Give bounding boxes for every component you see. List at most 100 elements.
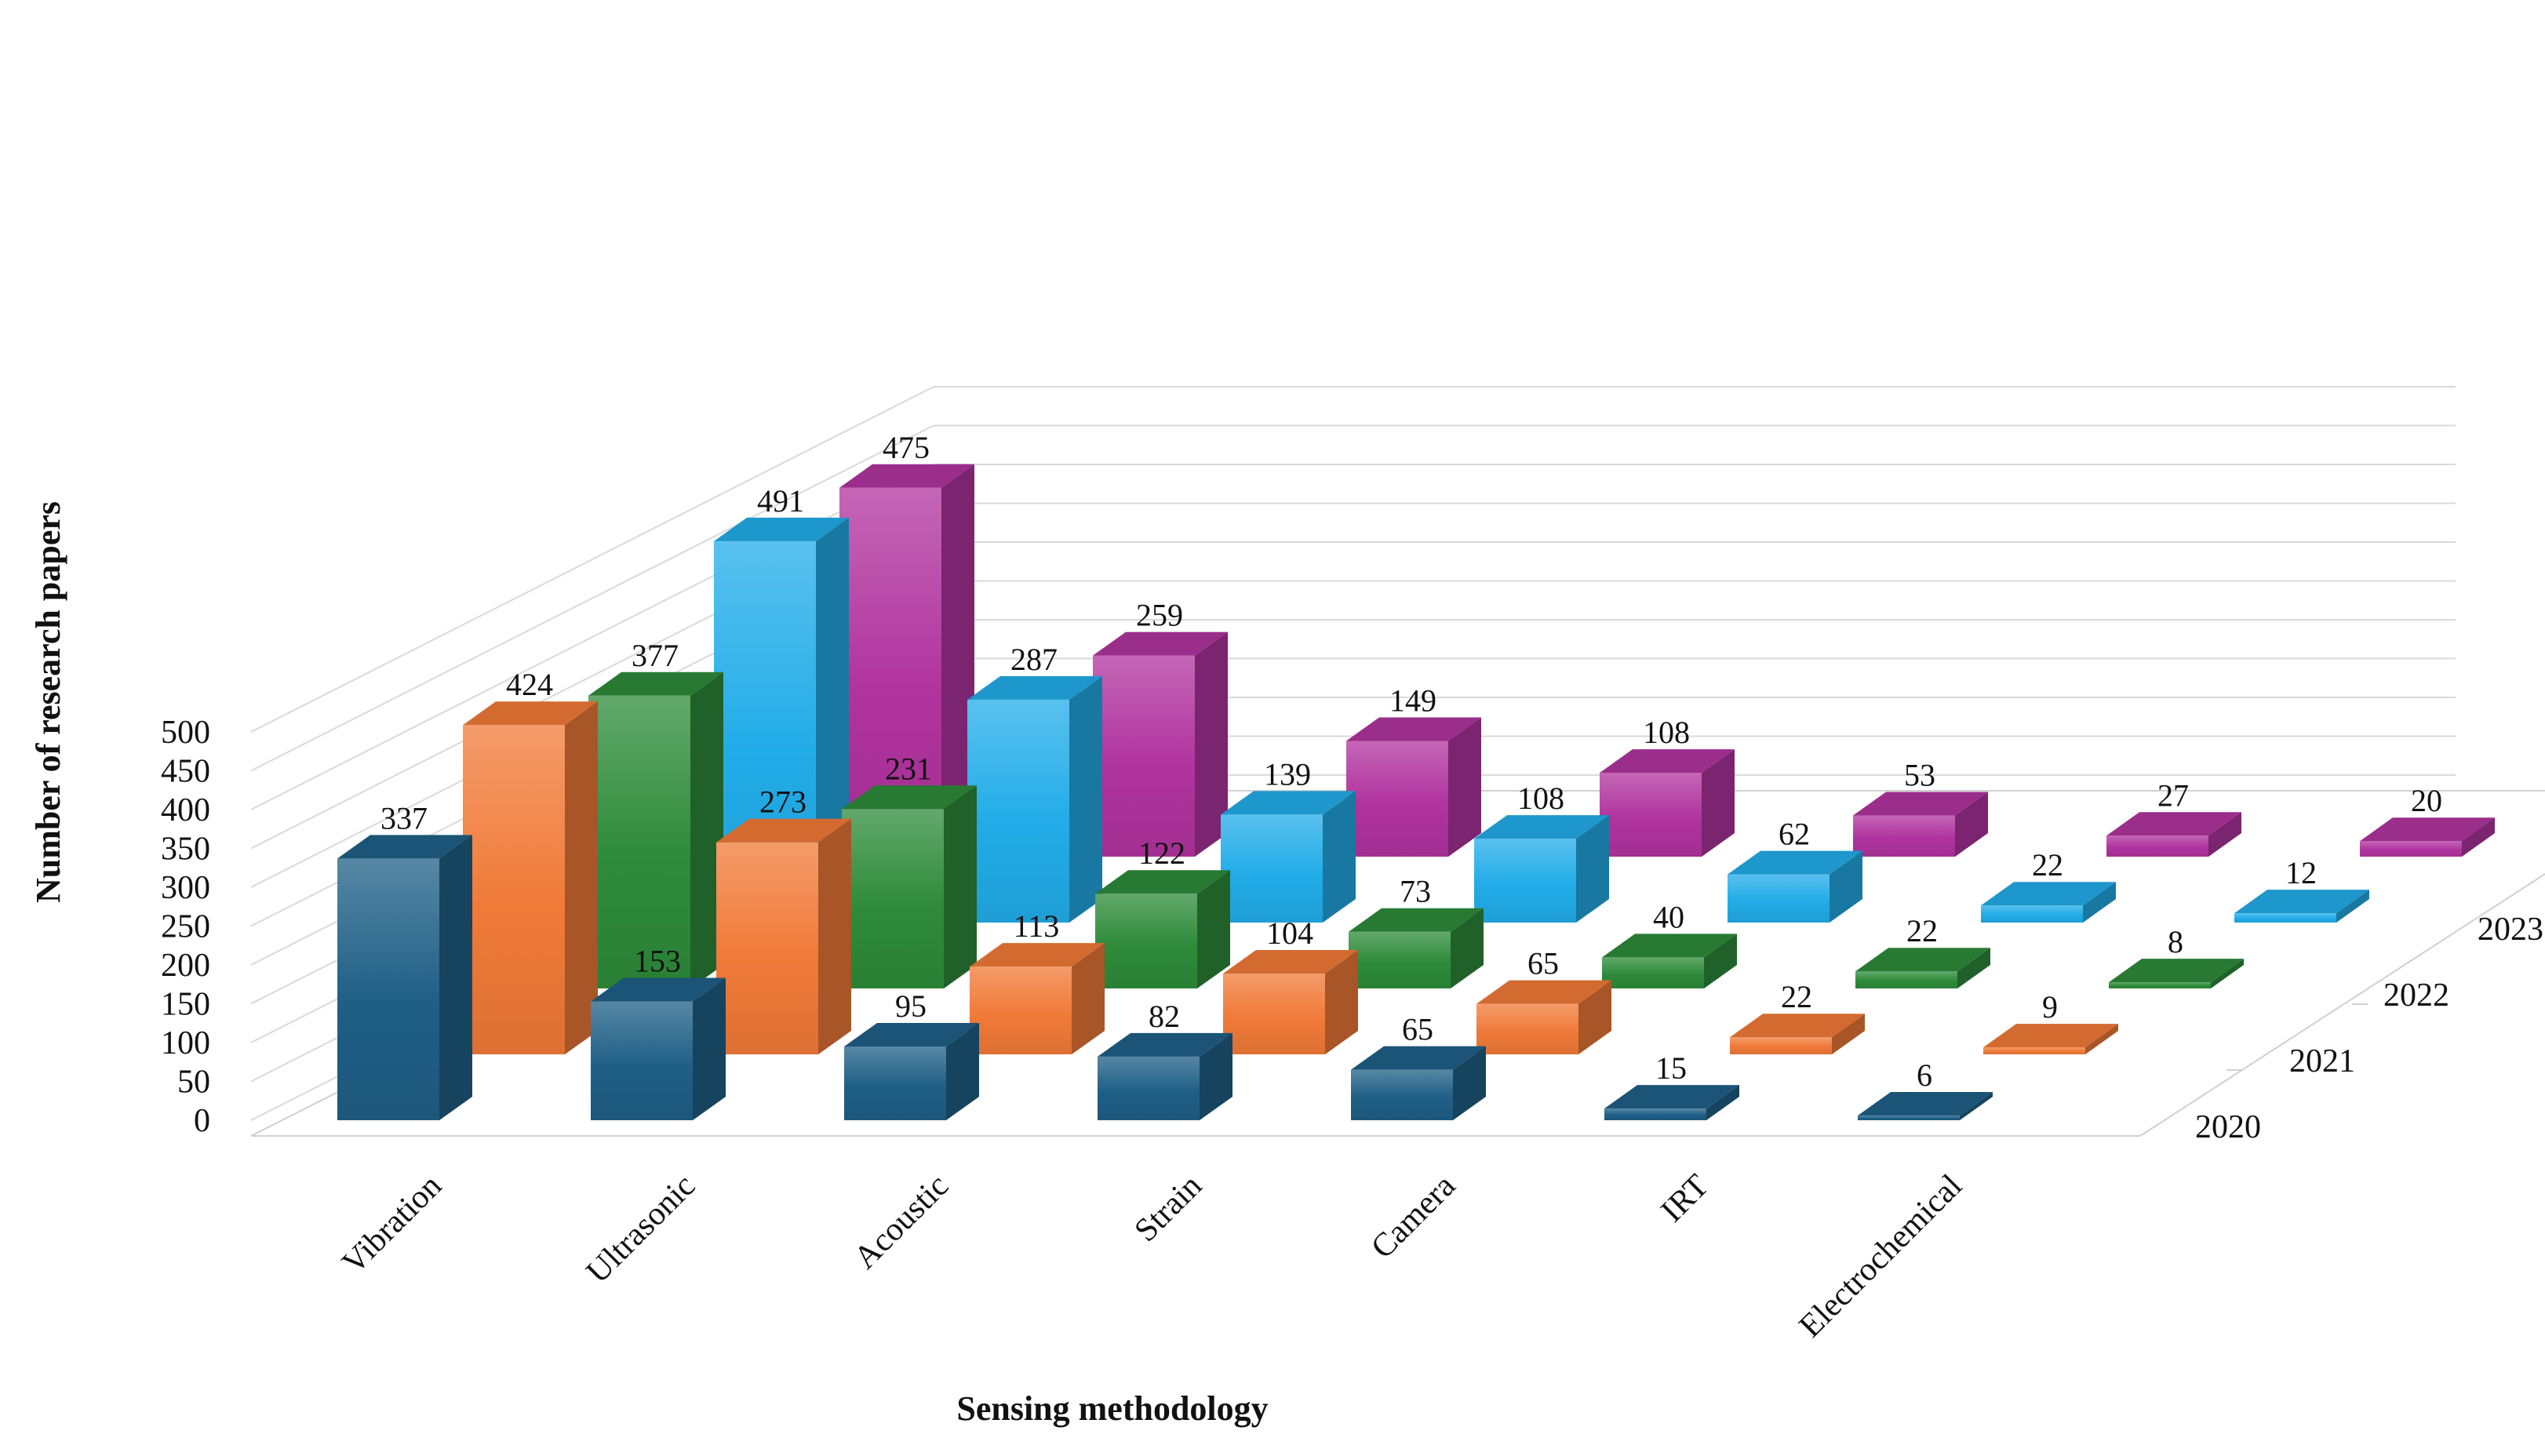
x-tick-label: Electrochemical xyxy=(1793,1168,1969,1345)
bar-2022-acoustic xyxy=(1095,870,1230,988)
bar-side xyxy=(1702,749,1735,857)
bar-front xyxy=(1221,814,1323,923)
bar-side xyxy=(565,701,598,1054)
data-label-2022-acoustic: 122 xyxy=(1138,835,1185,871)
bar-side xyxy=(1323,791,1356,923)
bar-2022-camera xyxy=(1602,934,1737,988)
bar-front xyxy=(844,1046,946,1120)
data-label-2022-irt: 22 xyxy=(1906,913,1938,948)
bar-front xyxy=(1346,741,1448,857)
bar-side xyxy=(1325,950,1358,1054)
bar-top xyxy=(716,818,851,843)
chart-bars xyxy=(337,464,2495,1120)
data-label-2022-strain: 73 xyxy=(1400,874,1431,909)
bar-2023-camera xyxy=(1728,850,1862,923)
gridline-diagonal xyxy=(250,386,934,733)
bar-side xyxy=(2083,882,2116,923)
y-tick-label: 350 xyxy=(161,832,210,868)
bar-2020-ultrasonic xyxy=(591,977,726,1120)
bar-2020-camera xyxy=(1351,1046,1486,1120)
y-tick-label: 150 xyxy=(161,987,210,1023)
y-tick-label: 0 xyxy=(194,1103,210,1139)
bar-front xyxy=(1855,971,1957,988)
bar-side xyxy=(1072,943,1105,1054)
data-label-2022-vibration: 377 xyxy=(632,638,679,673)
data-label-2024-vibration: 475 xyxy=(883,430,930,465)
bar-side xyxy=(2085,1024,2118,1054)
bar-top xyxy=(1093,632,1228,656)
bar-front xyxy=(1223,974,1325,1054)
bar-front xyxy=(716,842,818,1054)
bar-side xyxy=(818,818,851,1054)
bar-front xyxy=(1095,894,1197,988)
series-label-2023: 2023 xyxy=(2478,912,2543,948)
bar-front xyxy=(1604,1108,1706,1120)
bar-front xyxy=(2109,982,2211,988)
bar-front xyxy=(588,695,690,988)
data-label-2020-electrochemical: 6 xyxy=(1917,1057,1932,1093)
bar-2024-strain xyxy=(1600,749,1735,857)
data-label-2023-irt: 22 xyxy=(2032,847,2063,883)
bar-top xyxy=(714,517,849,541)
bar-top xyxy=(337,835,472,859)
bar-side xyxy=(2211,959,2244,988)
data-label-2020-camera: 65 xyxy=(1402,1012,1433,1047)
y-tick-label: 500 xyxy=(161,715,210,751)
bar-side xyxy=(946,1022,979,1120)
bar-front xyxy=(337,858,439,1120)
bar-side xyxy=(1453,1046,1486,1120)
bar-side xyxy=(1830,850,1862,923)
bar-top xyxy=(1858,1092,1993,1116)
bar-side xyxy=(1451,908,1484,988)
bar-2021-acoustic xyxy=(970,943,1105,1054)
bar-top xyxy=(839,464,974,488)
bar-side xyxy=(1576,815,1609,923)
data-label-2023-strain: 108 xyxy=(1517,781,1564,816)
bar-2024-acoustic xyxy=(1346,717,1481,857)
data-label-2022-camera: 40 xyxy=(1653,899,1684,934)
bar-2021-electrochemical xyxy=(1983,1024,2118,1054)
bar-top xyxy=(1983,1024,2118,1048)
bar-front xyxy=(463,725,565,1054)
bar-2022-electrochemical xyxy=(2109,959,2244,988)
bar-top xyxy=(1602,934,1737,958)
bar-front xyxy=(1853,815,1955,857)
y-tick-label: 450 xyxy=(161,754,210,790)
bar-front xyxy=(1351,1069,1453,1120)
bar-side xyxy=(1195,632,1228,857)
data-label-2024-ultrasonic: 259 xyxy=(1136,598,1183,633)
data-label-2024-strain: 108 xyxy=(1643,715,1690,750)
bar-front xyxy=(1602,957,1704,988)
bar-front xyxy=(1858,1116,1960,1120)
bar-top xyxy=(1981,882,2116,906)
bar-side xyxy=(439,835,472,1120)
bar-top xyxy=(2109,959,2244,983)
bar-top xyxy=(1853,792,1988,816)
bar-top xyxy=(2234,890,2369,914)
bar-2023-ultrasonic xyxy=(967,675,1102,923)
data-label-2021-irt: 22 xyxy=(1781,979,1812,1014)
bar-front xyxy=(1474,839,1576,923)
bar-front xyxy=(1098,1056,1200,1120)
data-label-2024-acoustic: 149 xyxy=(1389,682,1436,718)
data-label-2021-electrochemical: 9 xyxy=(2042,989,2058,1025)
series-label-2022: 2022 xyxy=(2383,977,2449,1014)
data-label-2020-ultrasonic: 153 xyxy=(634,944,681,979)
bar-side xyxy=(1706,1085,1739,1120)
bar-top xyxy=(842,785,977,810)
data-label-2021-camera: 65 xyxy=(1527,946,1559,981)
chart-data-labels: 475 259 149 108 53 27 20 491 287 139 108 62 22 12 377 2… xyxy=(380,430,2442,1093)
bar-side xyxy=(941,464,974,857)
y-tick-label: 400 xyxy=(161,792,210,828)
bar-2022-vibration xyxy=(588,672,723,988)
data-label-2020-irt: 15 xyxy=(1655,1050,1687,1086)
bar-2023-strain xyxy=(1474,815,1609,923)
x-tick-label: Vibration xyxy=(336,1168,450,1282)
bar-2023-electrochemical xyxy=(2234,890,2369,923)
bar-top xyxy=(1223,950,1358,974)
bar-side xyxy=(2462,817,2495,857)
data-label-2024-camera: 53 xyxy=(1904,758,1935,793)
x-tick-label: IRT xyxy=(1654,1168,1716,1230)
bar-top xyxy=(1730,1014,1865,1038)
